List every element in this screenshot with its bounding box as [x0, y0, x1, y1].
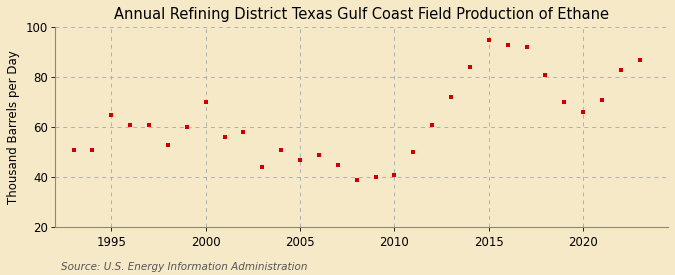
Point: [521, 45, 532, 50]
Point: [276, 148, 287, 152]
Text: Source: U.S. Energy Information Administration: Source: U.S. Energy Information Administ…: [61, 262, 307, 272]
Point: [446, 95, 456, 100]
Point: [87, 148, 98, 152]
Y-axis label: Thousand Barrels per Day: Thousand Barrels per Day: [7, 51, 20, 204]
Point: [182, 125, 192, 130]
Point: [559, 100, 570, 104]
Point: [106, 113, 117, 117]
Point: [616, 68, 626, 72]
Point: [540, 73, 551, 77]
Point: [483, 38, 494, 42]
Point: [578, 110, 589, 115]
Point: [597, 98, 608, 102]
Point: [351, 178, 362, 182]
Point: [408, 150, 418, 155]
Point: [464, 65, 475, 70]
Point: [238, 130, 249, 134]
Point: [219, 135, 230, 140]
Point: [144, 123, 155, 127]
Point: [389, 173, 400, 177]
Point: [313, 153, 324, 157]
Title: Annual Refining District Texas Gulf Coast Field Production of Ethane: Annual Refining District Texas Gulf Coas…: [114, 7, 609, 22]
Point: [427, 123, 437, 127]
Point: [125, 123, 136, 127]
Point: [257, 165, 268, 170]
Point: [634, 57, 645, 62]
Point: [295, 158, 306, 162]
Point: [332, 163, 343, 167]
Point: [163, 143, 173, 147]
Point: [502, 43, 513, 47]
Point: [68, 148, 79, 152]
Point: [370, 175, 381, 180]
Point: [200, 100, 211, 104]
